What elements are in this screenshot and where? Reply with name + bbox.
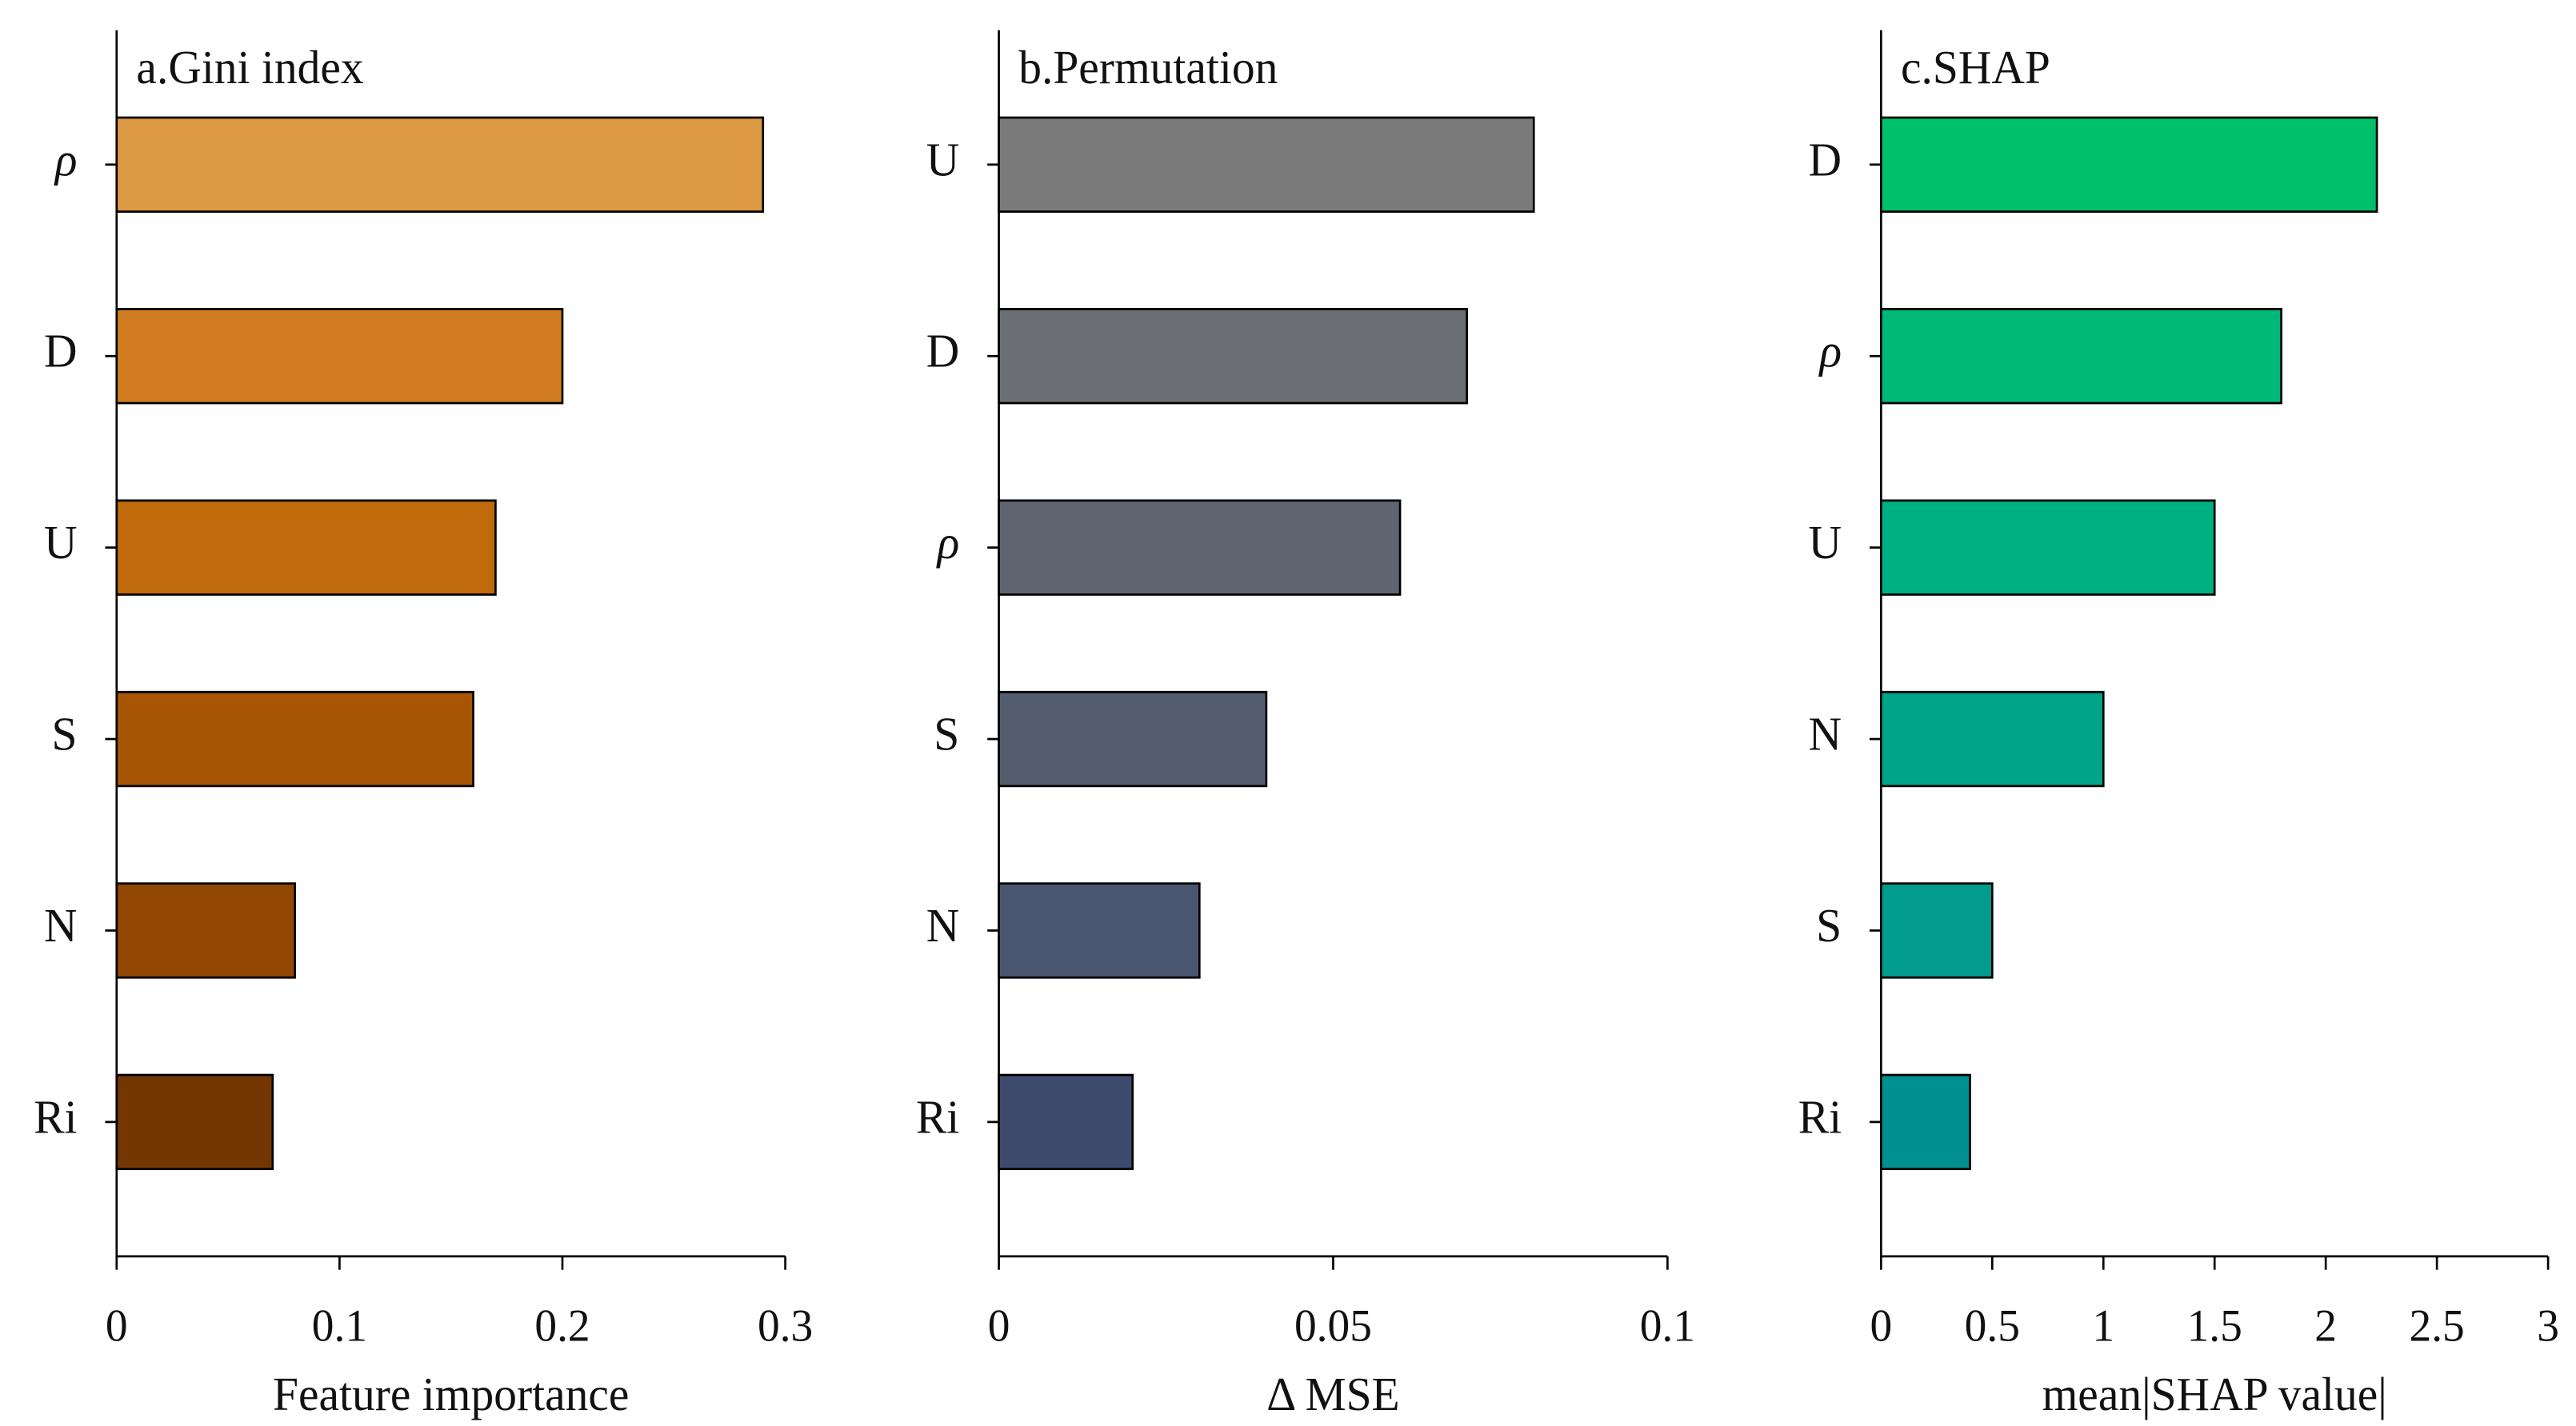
y-tick-label: ρ — [1818, 325, 1842, 377]
y-tick-label: ρ — [936, 517, 960, 569]
x-tick-label: 3 — [2537, 1301, 2559, 1352]
y-tick-label: ρ — [54, 134, 78, 186]
y-tick-label: N — [1809, 708, 1842, 761]
y-tick-label: N — [44, 899, 78, 952]
bar — [998, 1073, 1134, 1171]
x-axis-label: Δ MSE — [1266, 1368, 1399, 1420]
x-tick-label: 0.2 — [534, 1301, 590, 1352]
y-tick-label: D — [44, 325, 78, 377]
y-tick-label: Ri — [916, 1091, 959, 1144]
y-tick-label: D — [926, 325, 960, 377]
x-tick-label: 1.5 — [2187, 1301, 2242, 1352]
y-tick-label: N — [926, 899, 960, 952]
x-tick-label: 0.1 — [312, 1301, 367, 1352]
x-tick-label: 0.1 — [1640, 1301, 1695, 1352]
x-tick-label: 0.05 — [1294, 1301, 1372, 1352]
y-tick-label: U — [926, 134, 960, 186]
x-tick-label: 0.3 — [758, 1301, 813, 1352]
bar — [1880, 308, 2282, 405]
x-axis-label: mean|SHAP value| — [2042, 1368, 2387, 1420]
bar — [998, 308, 1468, 405]
y-tick-label: S — [52, 708, 78, 761]
bar — [998, 116, 1535, 213]
x-tick-label: 0.5 — [1965, 1301, 2020, 1352]
bar — [115, 690, 474, 788]
bar — [115, 308, 564, 405]
y-tick-label: S — [934, 708, 959, 761]
y-tick-label: S — [1816, 899, 1842, 952]
panel-title: a.Gini index — [136, 41, 363, 94]
y-tick-label: Ri — [34, 1091, 77, 1144]
bar — [115, 499, 497, 596]
x-tick-label: 0 — [988, 1301, 1010, 1352]
bar — [998, 499, 1402, 596]
bar — [115, 1073, 274, 1171]
panel-title: c.SHAP — [1901, 41, 2050, 94]
bar — [1880, 1073, 1971, 1171]
bar — [1880, 116, 2378, 213]
bar — [1880, 499, 2216, 596]
bar — [998, 690, 1268, 788]
y-tick-label: U — [44, 517, 78, 569]
bar — [998, 882, 1201, 979]
x-tick-label: 2.5 — [2409, 1301, 2464, 1352]
bar — [1880, 690, 2105, 788]
x-tick-label: 0 — [1870, 1301, 1892, 1352]
bar — [115, 116, 765, 213]
x-tick-label: 2 — [2314, 1301, 2337, 1352]
x-tick-label: 1 — [2092, 1301, 2114, 1352]
y-tick-label: D — [1809, 134, 1842, 186]
x-axis-label: Feature importance — [273, 1368, 629, 1420]
bar — [1880, 882, 1994, 979]
x-tick-label: 0 — [106, 1301, 128, 1352]
y-tick-label: U — [1809, 517, 1842, 569]
bar — [115, 882, 297, 979]
panel-title: b.Permutation — [1018, 41, 1278, 94]
y-tick-label: Ri — [1798, 1091, 1842, 1144]
